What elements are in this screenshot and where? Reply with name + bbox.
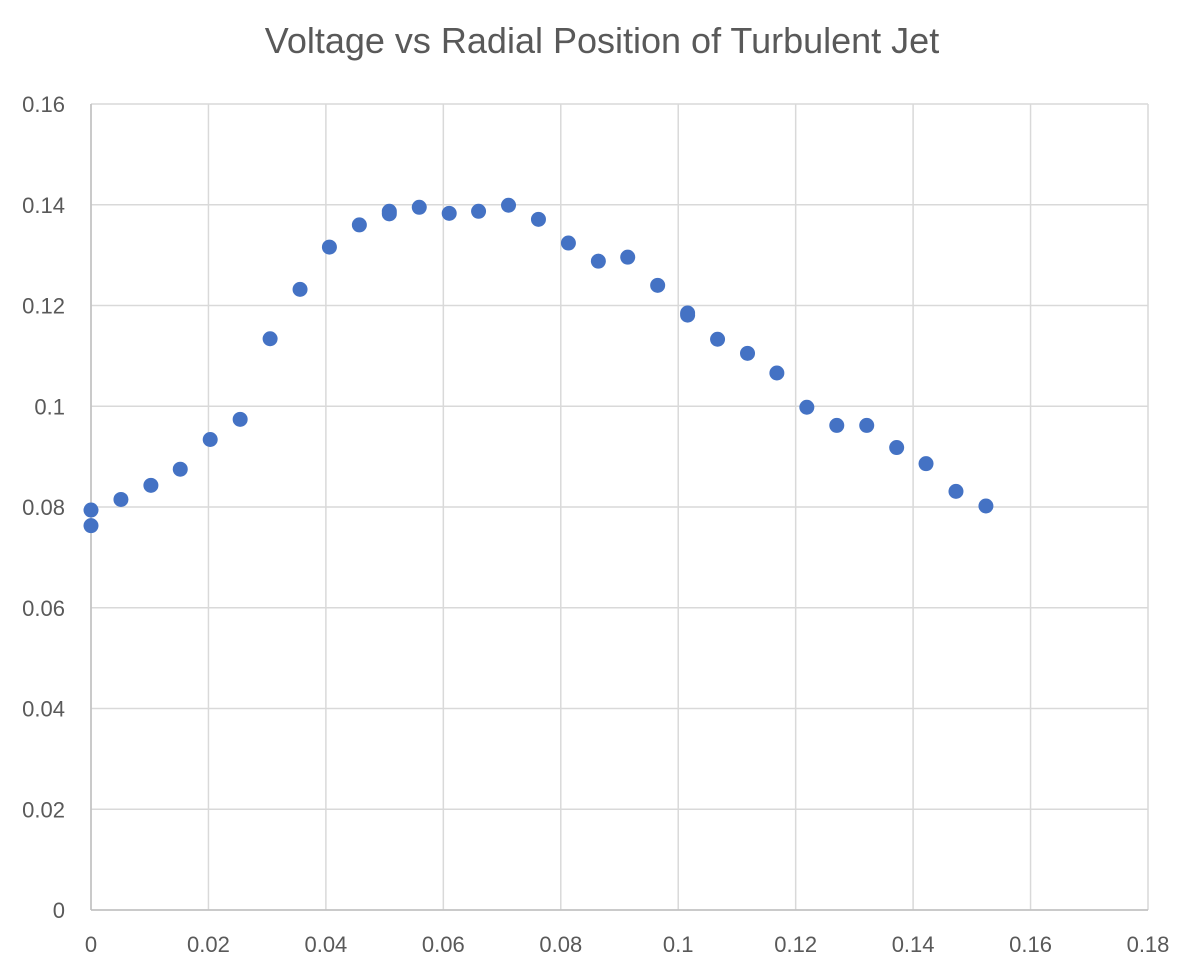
data-point [740, 345, 756, 361]
y-tick-label: 0.12 [22, 294, 65, 319]
data-point [172, 461, 188, 477]
data-point [292, 281, 308, 297]
data-point [948, 483, 964, 499]
data-point [650, 277, 666, 293]
data-point [590, 253, 606, 269]
data-point [889, 440, 905, 456]
y-tick-label: 0.02 [22, 797, 65, 822]
x-tick-label: 0.12 [774, 932, 817, 957]
data-point [620, 249, 636, 265]
data-point [560, 235, 576, 251]
data-point [710, 331, 726, 347]
data-point [829, 417, 845, 433]
x-tick-label: 0.14 [892, 932, 935, 957]
x-tick-label: 0.16 [1009, 932, 1052, 957]
data-point [859, 417, 875, 433]
data-point [202, 431, 218, 447]
x-tick-label: 0 [85, 932, 97, 957]
x-tick-label: 0.04 [304, 932, 347, 957]
y-tick-label: 0.16 [22, 92, 65, 117]
y-tick-label: 0.06 [22, 596, 65, 621]
data-point [262, 331, 278, 347]
data-point [769, 365, 785, 381]
data-point [978, 498, 994, 514]
data-point [351, 217, 367, 233]
data-point [381, 206, 397, 222]
x-tick-label: 0.08 [539, 932, 582, 957]
x-tick-label: 0.1 [663, 932, 694, 957]
data-point [143, 477, 159, 493]
data-point [680, 307, 696, 323]
x-tick-label: 0.02 [187, 932, 230, 957]
x-tick-label: 0.18 [1127, 932, 1170, 957]
data-point [321, 239, 337, 255]
data-point [83, 518, 99, 534]
data-point [411, 199, 427, 215]
data-point [83, 502, 99, 518]
chart-title: Voltage vs Radial Position of Turbulent … [264, 20, 940, 61]
y-tick-label: 0.08 [22, 495, 65, 520]
data-point [232, 411, 248, 427]
data-point [530, 211, 546, 227]
data-point [799, 399, 815, 415]
y-tick-label: 0 [53, 898, 65, 923]
y-tick-label: 0.1 [34, 394, 65, 419]
data-point [501, 197, 517, 213]
y-tick-label: 0.04 [22, 697, 65, 722]
x-tick-label: 0.06 [422, 932, 465, 957]
data-point [113, 491, 129, 507]
data-point [471, 203, 487, 219]
y-tick-label: 0.14 [22, 193, 65, 218]
data-point [441, 205, 457, 221]
data-point [918, 456, 934, 472]
